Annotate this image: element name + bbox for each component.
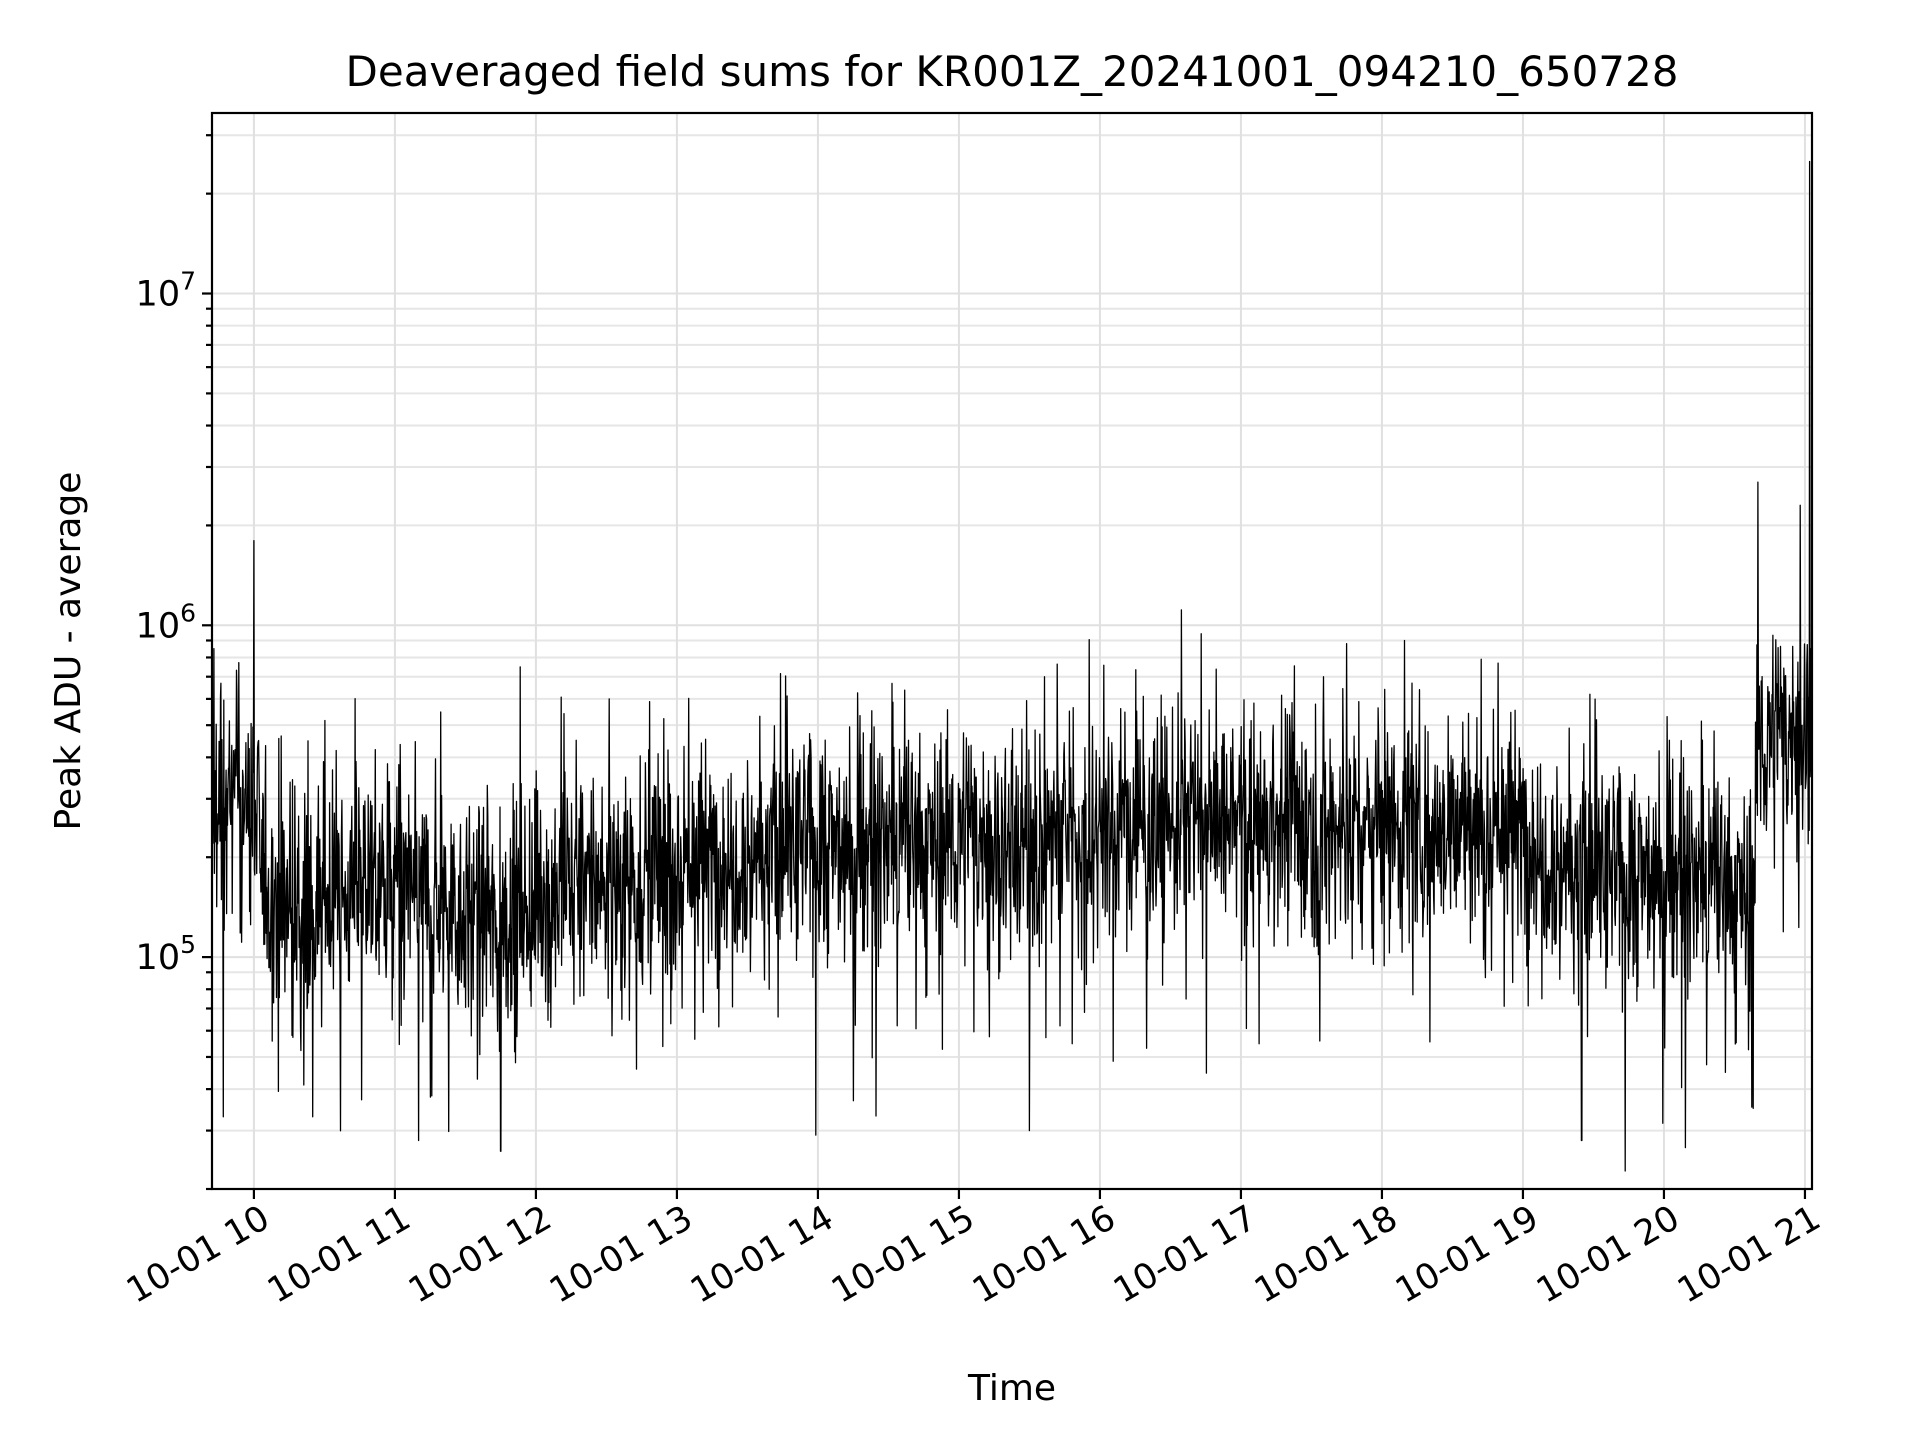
x-tick-label: 10-01 10 [120, 1198, 276, 1311]
x-tick-label: 10-01 11 [261, 1198, 417, 1311]
x-tick-label: 10-01 20 [1530, 1198, 1686, 1311]
x-axis-label: Time [967, 1368, 1056, 1409]
grid [212, 113, 1812, 1190]
x-tick-label: 10-01 15 [825, 1198, 981, 1311]
y-axis-label: Peak ADU - average [48, 472, 89, 831]
y-tick-label: 107 [136, 267, 196, 315]
x-tick-label: 10-01 19 [1389, 1198, 1545, 1311]
x-tick-label: 10-01 16 [966, 1198, 1122, 1311]
x-tick-label: 10-01 14 [684, 1198, 840, 1311]
x-tick-label: 10-01 17 [1107, 1198, 1263, 1311]
y-axis: 105 106 107 [136, 134, 212, 1191]
y-tick-label: 106 [136, 598, 196, 646]
series-layer [211, 160, 1813, 1172]
y-tick-label: 105 [136, 930, 196, 978]
x-tick-label: 10-01 18 [1248, 1198, 1404, 1311]
series-line [211, 160, 1813, 1172]
chart-title: Deaveraged field sums for KR001Z_2024100… [346, 47, 1679, 96]
x-tick-label: 10-01 13 [543, 1198, 699, 1311]
x-tick-label: 10-01 21 [1671, 1198, 1827, 1311]
x-tick-label: 10-01 12 [402, 1198, 558, 1311]
plot-frame [210, 111, 1814, 1191]
